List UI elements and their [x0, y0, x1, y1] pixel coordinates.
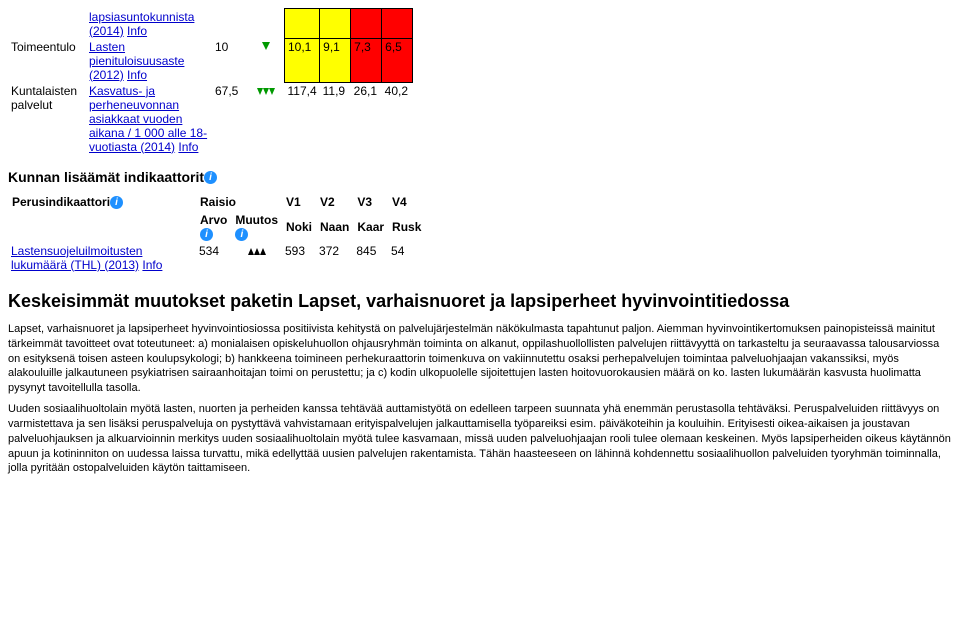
value-cell: 11,9 [320, 83, 351, 155]
info-icon[interactable]: i [204, 171, 217, 184]
value-cell: 9,1 [320, 39, 351, 83]
arrow-down-icon [262, 42, 270, 50]
arrow-group-icon [234, 244, 279, 255]
indicator-cell: Kasvatus- ja perheneuvonnan asiakkaat vu… [86, 83, 212, 155]
value-cell: 26,1 [351, 83, 382, 155]
indicator-link[interactable]: Lasten pienituloisuusaste (2012) Info [89, 40, 184, 82]
indicator-table-1: lapsiasuntokunnista (2014) Info Toimeent… [8, 8, 413, 155]
section-heading-text: Kunnan lisäämät indikaattorit [8, 169, 204, 185]
arvo-cell: 534 [196, 243, 231, 273]
col-header: V2 [316, 193, 353, 211]
trend-cell [248, 39, 285, 83]
body-paragraph: Lapset, varhaisnuoret ja lapsiperheet hy… [8, 322, 952, 396]
value-cell [285, 9, 320, 39]
arvo-cell: 67,5 [212, 83, 248, 155]
value-cell [320, 9, 351, 39]
col-subheader: Arvo [200, 213, 227, 227]
col-header: V1 [282, 193, 316, 211]
indicator-link[interactable]: Kasvatus- ja perheneuvonnan asiakkaat vu… [89, 84, 207, 154]
indicator-cell: Lastensuojeluilmoitusten lukumäärä (THL)… [8, 243, 196, 273]
indicator-cell: lapsiasuntokunnista (2014) Info [86, 9, 212, 39]
value-cell: 7,3 [351, 39, 382, 83]
value-cell: 593 [282, 243, 316, 273]
value-cell: 6,5 [382, 39, 413, 83]
table-row: lapsiasuntokunnista (2014) Info [8, 9, 413, 39]
indicator-cell: Lasten pienituloisuusaste (2012) Info [86, 39, 212, 83]
table-row: Toimeentulo Lasten pienituloisuusaste (2… [8, 39, 413, 83]
trend-cell [248, 83, 285, 155]
category-cell: Kuntalaisten palvelut [8, 83, 86, 155]
indicator-table-2: Perusindikaattorii Raisio V1 V2 V3 V4 Ar… [8, 193, 425, 273]
value-cell: 10,1 [285, 39, 320, 83]
col-subheader: Rusk [388, 211, 425, 243]
category-cell: Toimeentulo [8, 39, 86, 83]
value-cell: 54 [388, 243, 425, 273]
col-subheader: Noki [282, 211, 316, 243]
info-icon[interactable]: i [235, 228, 248, 241]
col-header: Raisio [196, 193, 282, 211]
indicator-link[interactable]: lapsiasuntokunnista (2014) Info [89, 10, 194, 38]
value-cell: 40,2 [382, 83, 413, 155]
body-paragraph: Uuden sosiaalihuoltolain myötä lasten, n… [8, 402, 952, 476]
info-icon[interactable]: i [200, 228, 213, 241]
value-cell: 372 [316, 243, 353, 273]
section-heading: Kunnan lisäämät indikaattoriti [8, 169, 952, 185]
value-cell [351, 9, 382, 39]
main-heading: Keskeisimmät muutokset paketin Lapset, v… [8, 291, 952, 312]
col-header: Perusindikaattori [12, 195, 110, 209]
col-header: V3 [353, 193, 388, 211]
col-header: V4 [388, 193, 425, 211]
arrow-group-icon [251, 84, 282, 95]
table-header-row: Perusindikaattorii Raisio V1 V2 V3 V4 [8, 193, 425, 211]
value-cell: 845 [353, 243, 388, 273]
value-cell: 117,4 [285, 83, 320, 155]
col-subheader: Muutos [235, 213, 278, 227]
arvo-cell: 10 [212, 39, 248, 83]
info-icon[interactable]: i [110, 196, 123, 209]
table-row: Kuntalaisten palvelut Kasvatus- ja perhe… [8, 83, 413, 155]
trend-cell [231, 243, 282, 273]
col-subheader: Naan [316, 211, 353, 243]
table-row: Lastensuojeluilmoitusten lukumäärä (THL)… [8, 243, 425, 273]
col-subheader: Kaar [353, 211, 388, 243]
indicator-link[interactable]: Lastensuojeluilmoitusten lukumäärä (THL)… [11, 244, 162, 272]
value-cell [382, 9, 413, 39]
